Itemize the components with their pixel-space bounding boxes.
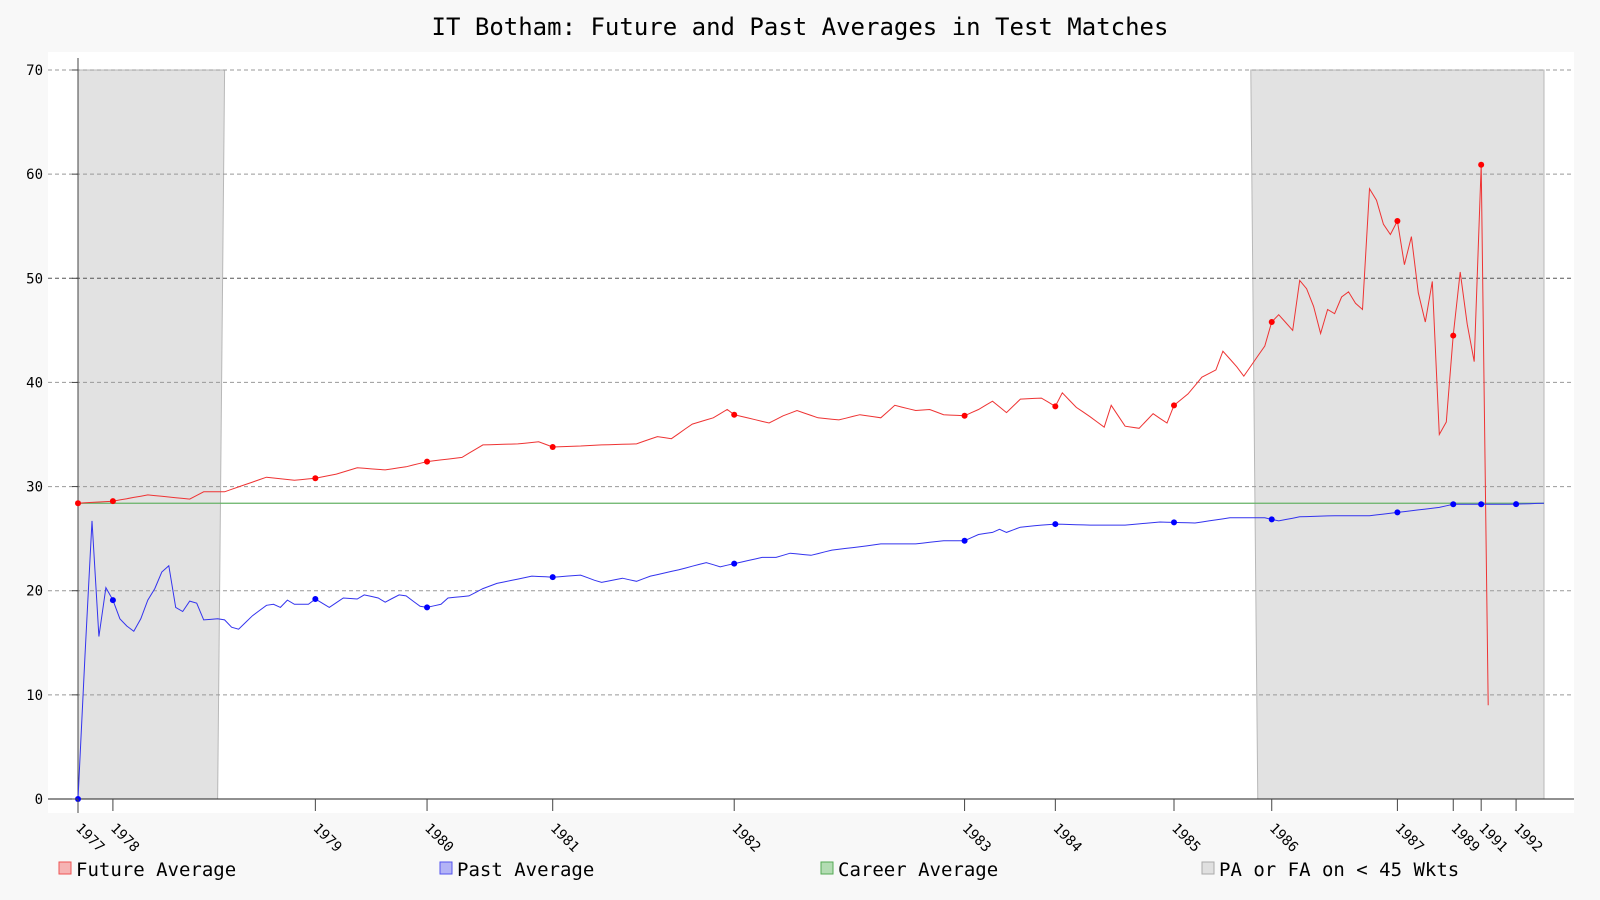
y-tick-label: 70 [26, 63, 43, 79]
legend-swatch [58, 861, 72, 875]
y-tick-label: 30 [26, 480, 43, 496]
future-averagemarker [549, 443, 556, 450]
y-tick-label: 60 [26, 167, 43, 183]
past-averagemarker [549, 574, 556, 581]
y-tick-label: 10 [26, 688, 43, 704]
series-markers [75, 161, 1520, 802]
past-averagemarker [1171, 519, 1178, 526]
axes [48, 58, 1574, 813]
future-averagemarker [1052, 403, 1059, 410]
past-averagemarker [312, 596, 319, 603]
future-averagemarker [1268, 319, 1275, 326]
legend-label: PA or FA on < 45 Wkts [1219, 859, 1459, 881]
future-averagemarker [424, 458, 431, 465]
legend-label: Future Average [76, 859, 236, 881]
past-averagemarker [1450, 501, 1457, 508]
y-tick-label: 40 [26, 375, 43, 391]
future-averagemarker [1450, 332, 1457, 339]
future-averagemarker [961, 412, 968, 419]
legend: Future Average Past Average Career Average… [58, 859, 1459, 881]
legend-swatch [820, 861, 834, 875]
past-averagemarker [424, 604, 431, 611]
y-tick-label: 0 [35, 792, 43, 808]
past-averagemarker [961, 537, 968, 544]
y-tick-label: 20 [26, 584, 43, 600]
shaded-region [1250, 69, 1545, 800]
future-averagemarker [1394, 218, 1401, 225]
past-averageline [77, 502, 1545, 800]
past-averagemarker [1052, 521, 1059, 528]
past-averagemarker [1394, 509, 1401, 516]
legend-label: Career Average [838, 859, 998, 881]
legend-swatch [439, 861, 453, 875]
past-averagemarker [1478, 501, 1485, 508]
past-averagemarker [109, 597, 116, 604]
legend-label: Past Average [457, 859, 594, 881]
future-averagemarker [1171, 402, 1178, 409]
past-averagemarker [1513, 501, 1520, 508]
future-averagemarker [731, 411, 738, 418]
past-averagemarker [1268, 516, 1275, 523]
y-tick-label: 50 [26, 271, 43, 287]
y-tick-labels: 0 10 20 30 40 50 60 70 [26, 63, 78, 808]
future-averagemarker [1478, 161, 1485, 168]
future-averagemarker [75, 500, 81, 507]
future-averagemarker [109, 498, 116, 505]
future-averagemarker [312, 475, 319, 482]
shaded-region [77, 69, 226, 800]
past-averagemarker [731, 560, 738, 567]
chart-title: IT Botham: Future and Past Averages in T… [432, 13, 1169, 41]
legend-swatch [1201, 861, 1215, 875]
gridlines [48, 69, 1574, 696]
